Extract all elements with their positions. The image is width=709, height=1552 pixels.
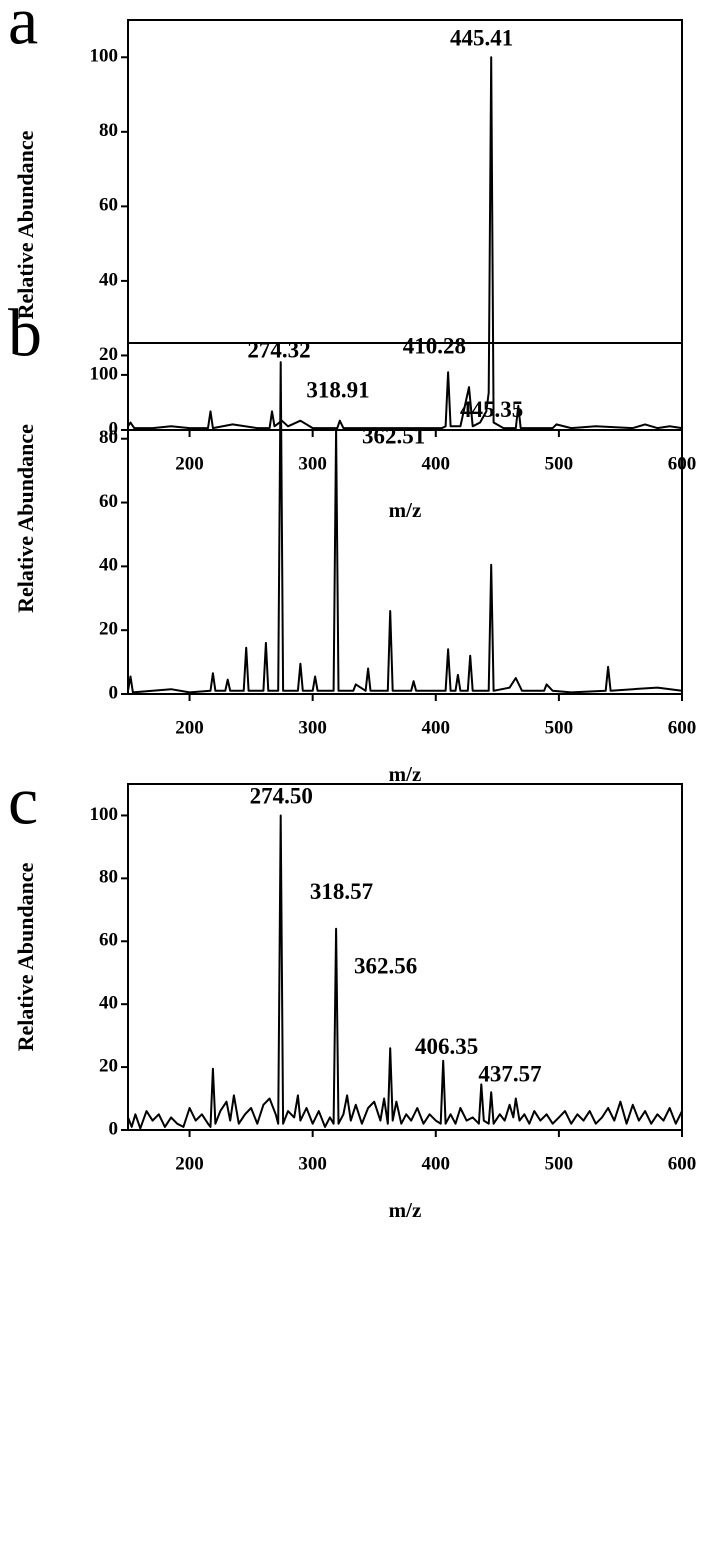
x-tick-label: 500 bbox=[545, 717, 574, 738]
x-axis-label: m/z bbox=[389, 762, 422, 786]
peak-label: 445.35 bbox=[460, 397, 523, 422]
peak-label: 318.91 bbox=[306, 377, 369, 402]
y-tick-label: 80 bbox=[99, 867, 118, 888]
x-tick-label: 300 bbox=[298, 717, 327, 738]
y-tick-label: 100 bbox=[90, 363, 119, 384]
x-tick-label: 600 bbox=[668, 717, 697, 738]
plot-frame bbox=[127, 783, 683, 1131]
y-tick-label: 100 bbox=[90, 46, 119, 67]
x-tick-label: 600 bbox=[668, 1153, 697, 1174]
peak-label: 410.28 bbox=[403, 334, 466, 359]
peak-label: 362.51 bbox=[362, 423, 425, 448]
plot-frame bbox=[127, 19, 683, 431]
y-tick-label: 80 bbox=[99, 120, 118, 141]
y-tick-label: 0 bbox=[109, 1118, 119, 1139]
y-axis-label: Relative Abundance bbox=[13, 130, 38, 319]
y-tick-label: 20 bbox=[99, 619, 118, 640]
spectrum-line bbox=[127, 361, 683, 694]
spectrum-line bbox=[127, 814, 683, 1130]
y-tick-label: 40 bbox=[99, 555, 118, 576]
y-tick-label: 60 bbox=[99, 195, 118, 216]
peak-label: 406.35 bbox=[415, 1034, 478, 1059]
x-axis-label: m/z bbox=[389, 1198, 422, 1222]
y-tick-label: 20 bbox=[99, 1055, 118, 1076]
x-tick-label: 400 bbox=[422, 453, 451, 474]
x-tick-label: 300 bbox=[298, 453, 327, 474]
y-tick-label: 0 bbox=[109, 682, 119, 703]
y-tick-label: 40 bbox=[99, 269, 118, 290]
peak-label: 445.41 bbox=[450, 26, 513, 51]
x-tick-label: 300 bbox=[298, 1153, 327, 1174]
x-tick-label: 400 bbox=[422, 1153, 451, 1174]
y-tick-label: 20 bbox=[99, 344, 118, 365]
panel-letter: c bbox=[8, 763, 38, 839]
panel-letter: a bbox=[8, 0, 38, 59]
peak-label: 274.32 bbox=[247, 337, 310, 362]
peak-label: 362.56 bbox=[354, 953, 417, 978]
plot-frame bbox=[127, 342, 683, 695]
spectrum-line bbox=[127, 56, 683, 430]
x-tick-label: 500 bbox=[545, 453, 574, 474]
y-tick-label: 100 bbox=[90, 804, 119, 825]
peak-label: 318.57 bbox=[310, 879, 373, 904]
x-tick-label: 400 bbox=[422, 717, 451, 738]
y-tick-label: 60 bbox=[99, 491, 118, 512]
panel-letter: b bbox=[8, 295, 42, 371]
x-tick-label: 200 bbox=[175, 453, 204, 474]
peak-label: 437.57 bbox=[478, 1062, 541, 1087]
x-tick-label: 200 bbox=[175, 1153, 204, 1174]
y-axis-label: Relative Abundance bbox=[13, 862, 38, 1051]
x-tick-label: 200 bbox=[175, 717, 204, 738]
x-tick-label: 500 bbox=[545, 1153, 574, 1174]
peak-label: 274.50 bbox=[250, 784, 313, 809]
y-tick-label: 0 bbox=[109, 418, 119, 439]
y-tick-label: 60 bbox=[99, 930, 118, 951]
y-tick-label: 80 bbox=[99, 427, 118, 448]
x-axis-label: m/z bbox=[389, 498, 422, 522]
y-axis-label: Relative Abundance bbox=[13, 424, 38, 613]
y-tick-label: 40 bbox=[99, 993, 118, 1014]
